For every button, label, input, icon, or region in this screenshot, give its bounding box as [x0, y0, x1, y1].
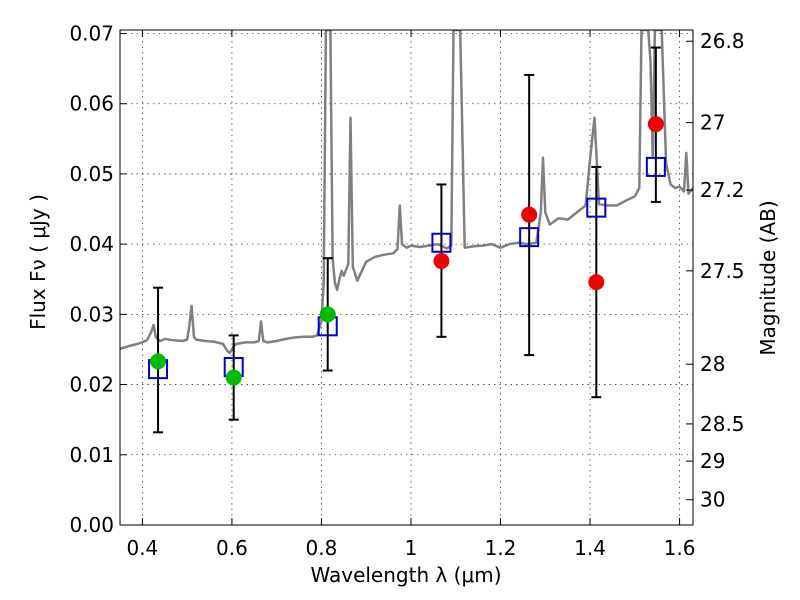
right-tick-label: 28: [700, 352, 725, 376]
x-tick-label: 0.8: [306, 536, 338, 560]
markers: [148, 116, 666, 386]
observed-circle-marker: [433, 253, 450, 269]
y-tick-label: 0.00: [69, 513, 114, 537]
grid: [120, 30, 693, 525]
x-tick-label: 1.2: [485, 536, 517, 560]
y-tick-label: 0.01: [69, 443, 114, 467]
y-tick-label: 0.02: [69, 373, 114, 397]
observed-circle-marker: [319, 306, 336, 323]
x-tick-label: 0.6: [216, 536, 248, 560]
right-tick-label: 27: [700, 111, 725, 135]
model-square-marker: [645, 156, 666, 177]
observed-circle-marker: [521, 206, 538, 223]
right-tick-label: 27.2: [700, 178, 745, 202]
plot-frame: [119, 29, 694, 526]
right-axis-label: Magnitude (AB): [756, 200, 780, 355]
spectrum-layer: [120, 30, 693, 355]
x-tick-label: 1.4: [574, 536, 606, 560]
observed-circle-marker: [225, 369, 242, 386]
right-tick-label: 29: [700, 449, 725, 473]
model-square-marker: [586, 197, 607, 218]
observed-circle-marker: [588, 274, 605, 291]
right-tick-label: 27.5: [700, 259, 745, 283]
right-tick-label: 30: [700, 488, 725, 512]
x-tick-label: 0.4: [126, 536, 158, 560]
right-tick-label: 26.8: [700, 29, 745, 53]
y-tick-label: 0.04: [69, 232, 114, 256]
model-square-marker: [431, 232, 452, 253]
y-tick-label: 0.03: [69, 302, 114, 326]
model-square-marker: [519, 227, 540, 248]
x-axis-label: Wavelength λ (μm): [310, 563, 501, 587]
y-tick-label: 0.06: [69, 92, 114, 116]
x-tick-label: 1.6: [664, 536, 696, 560]
observed-circle-marker: [647, 116, 664, 133]
observed-circle-marker: [150, 353, 167, 370]
model-spectrum-line: [120, 30, 693, 355]
y-axis-label: Flux Fν ( μJy ): [26, 194, 50, 330]
y-tick-label: 0.07: [69, 22, 114, 46]
ticks: [120, 30, 693, 526]
x-tick-label: 1: [405, 536, 418, 560]
y-tick-label: 0.05: [69, 162, 114, 186]
right-tick-label: 28.5: [700, 412, 745, 436]
tick-labels: 0.4 0.6 0.8 1 1.2 1.4 1.6 0.00 0.01 0.02 0.03 0.04 0…: [69, 22, 744, 560]
